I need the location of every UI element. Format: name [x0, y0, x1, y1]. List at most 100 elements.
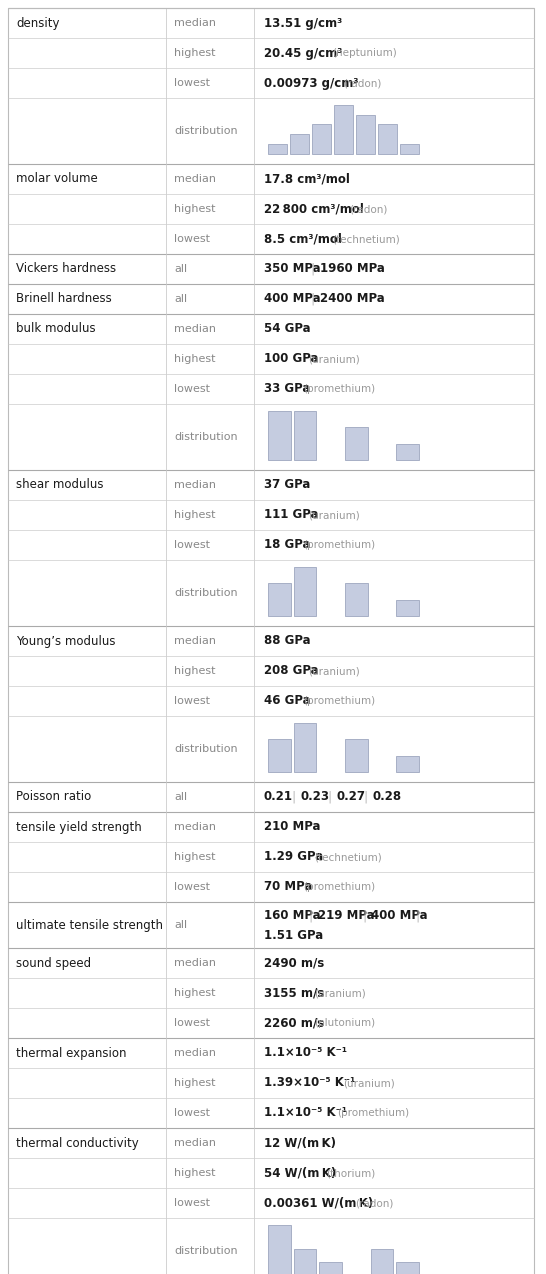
- Text: (radon): (radon): [349, 204, 388, 214]
- Text: molar volume: molar volume: [16, 172, 98, 186]
- Text: |: |: [311, 262, 315, 275]
- Text: all: all: [174, 264, 187, 274]
- Text: 8.5 cm³/mol: 8.5 cm³/mol: [264, 232, 342, 246]
- Text: 22 800 cm³/mol: 22 800 cm³/mol: [264, 203, 364, 215]
- Text: lowest: lowest: [174, 540, 210, 550]
- Text: 18 GPa: 18 GPa: [264, 539, 311, 552]
- Text: 0.27: 0.27: [336, 790, 365, 804]
- Text: |: |: [362, 910, 366, 922]
- Text: 0.28: 0.28: [372, 790, 402, 804]
- Bar: [378, 125, 397, 154]
- Text: 70 MPa: 70 MPa: [264, 880, 312, 893]
- Text: |: |: [311, 293, 315, 306]
- Text: distribution: distribution: [174, 126, 238, 136]
- Text: (neptunium): (neptunium): [332, 48, 396, 59]
- Text: (promethium): (promethium): [303, 383, 375, 394]
- Text: lowest: lowest: [174, 1018, 210, 1028]
- Text: median: median: [174, 18, 216, 28]
- Bar: [294, 410, 316, 460]
- Text: highest: highest: [174, 1078, 216, 1088]
- Text: (promethium): (promethium): [303, 882, 375, 892]
- Text: 2400 MPa: 2400 MPa: [319, 293, 384, 306]
- Text: 37 GPa: 37 GPa: [264, 479, 310, 492]
- Text: 219 MPa: 219 MPa: [318, 910, 374, 922]
- Text: median: median: [174, 1049, 216, 1057]
- Text: 20.45 g/cm³: 20.45 g/cm³: [264, 46, 342, 60]
- Text: highest: highest: [174, 510, 216, 520]
- Text: highest: highest: [174, 852, 216, 862]
- Bar: [334, 104, 353, 154]
- Text: median: median: [174, 480, 216, 490]
- Text: 400 MPa: 400 MPa: [371, 910, 428, 922]
- Text: |: |: [416, 910, 420, 922]
- Text: lowest: lowest: [174, 234, 210, 245]
- Text: 88 GPa: 88 GPa: [264, 634, 311, 647]
- Text: 0.00361 W/(m K): 0.00361 W/(m K): [264, 1196, 373, 1209]
- Bar: [345, 739, 367, 772]
- Bar: [396, 1261, 419, 1274]
- Text: |: |: [308, 910, 313, 922]
- Text: (radon): (radon): [355, 1198, 393, 1208]
- Text: distribution: distribution: [174, 744, 238, 754]
- Bar: [294, 1250, 316, 1274]
- Text: highest: highest: [174, 204, 216, 214]
- Text: 350 MPa: 350 MPa: [264, 262, 321, 275]
- Text: (plutonium): (plutonium): [314, 1018, 376, 1028]
- Text: 1.1×10⁻⁵ K⁻¹: 1.1×10⁻⁵ K⁻¹: [264, 1107, 347, 1120]
- Text: 13.51 g/cm³: 13.51 g/cm³: [264, 17, 342, 29]
- Bar: [345, 427, 367, 460]
- Text: (thorium): (thorium): [326, 1168, 375, 1178]
- Text: thermal expansion: thermal expansion: [16, 1046, 127, 1060]
- Text: 1.29 GPa: 1.29 GPa: [264, 851, 323, 864]
- Bar: [345, 583, 367, 617]
- Text: (technetium): (technetium): [314, 852, 382, 862]
- Text: (uranium): (uranium): [343, 1078, 395, 1088]
- Bar: [319, 1261, 342, 1274]
- Text: shear modulus: shear modulus: [16, 479, 104, 492]
- Text: 100 GPa: 100 GPa: [264, 353, 318, 366]
- Text: 208 GPa: 208 GPa: [264, 665, 319, 678]
- Text: median: median: [174, 822, 216, 832]
- Text: thermal conductivity: thermal conductivity: [16, 1136, 139, 1149]
- Text: (uranium): (uranium): [308, 510, 360, 520]
- Text: 0.00973 g/cm³: 0.00973 g/cm³: [264, 76, 359, 89]
- Text: sound speed: sound speed: [16, 957, 91, 970]
- Text: 2260 m/s: 2260 m/s: [264, 1017, 324, 1029]
- Text: Brinell hardness: Brinell hardness: [16, 293, 112, 306]
- Text: Vickers hardness: Vickers hardness: [16, 262, 116, 275]
- Text: distribution: distribution: [174, 1246, 238, 1256]
- Text: median: median: [174, 958, 216, 968]
- Text: median: median: [174, 175, 216, 183]
- Text: all: all: [174, 792, 187, 803]
- Text: 1.51 GPa: 1.51 GPa: [264, 929, 323, 941]
- Text: (technetium): (technetium): [332, 234, 400, 245]
- Text: lowest: lowest: [174, 696, 210, 706]
- Text: 160 MPa: 160 MPa: [264, 910, 321, 922]
- Text: median: median: [174, 324, 216, 334]
- Bar: [396, 443, 419, 460]
- Text: lowest: lowest: [174, 383, 210, 394]
- Bar: [400, 144, 419, 154]
- Text: tensile yield strength: tensile yield strength: [16, 820, 142, 833]
- Text: highest: highest: [174, 48, 216, 59]
- Bar: [268, 1224, 290, 1274]
- Bar: [268, 739, 290, 772]
- Bar: [356, 115, 375, 154]
- Text: (radon): (radon): [343, 78, 382, 88]
- Bar: [294, 722, 316, 772]
- Text: (uranium): (uranium): [308, 354, 360, 364]
- Text: median: median: [174, 1138, 216, 1148]
- Text: 1.1×10⁻⁵ K⁻¹: 1.1×10⁻⁵ K⁻¹: [264, 1046, 347, 1060]
- Text: 0.21: 0.21: [264, 790, 293, 804]
- Text: 54 GPa: 54 GPa: [264, 322, 311, 335]
- Text: distribution: distribution: [174, 432, 238, 442]
- Bar: [396, 600, 419, 617]
- Text: bulk modulus: bulk modulus: [16, 322, 96, 335]
- Bar: [290, 134, 310, 154]
- Bar: [371, 1250, 393, 1274]
- Text: 1960 MPa: 1960 MPa: [319, 262, 384, 275]
- Text: ultimate tensile strength: ultimate tensile strength: [16, 919, 163, 931]
- Text: 33 GPa: 33 GPa: [264, 382, 310, 395]
- Text: lowest: lowest: [174, 1198, 210, 1208]
- Text: highest: highest: [174, 989, 216, 998]
